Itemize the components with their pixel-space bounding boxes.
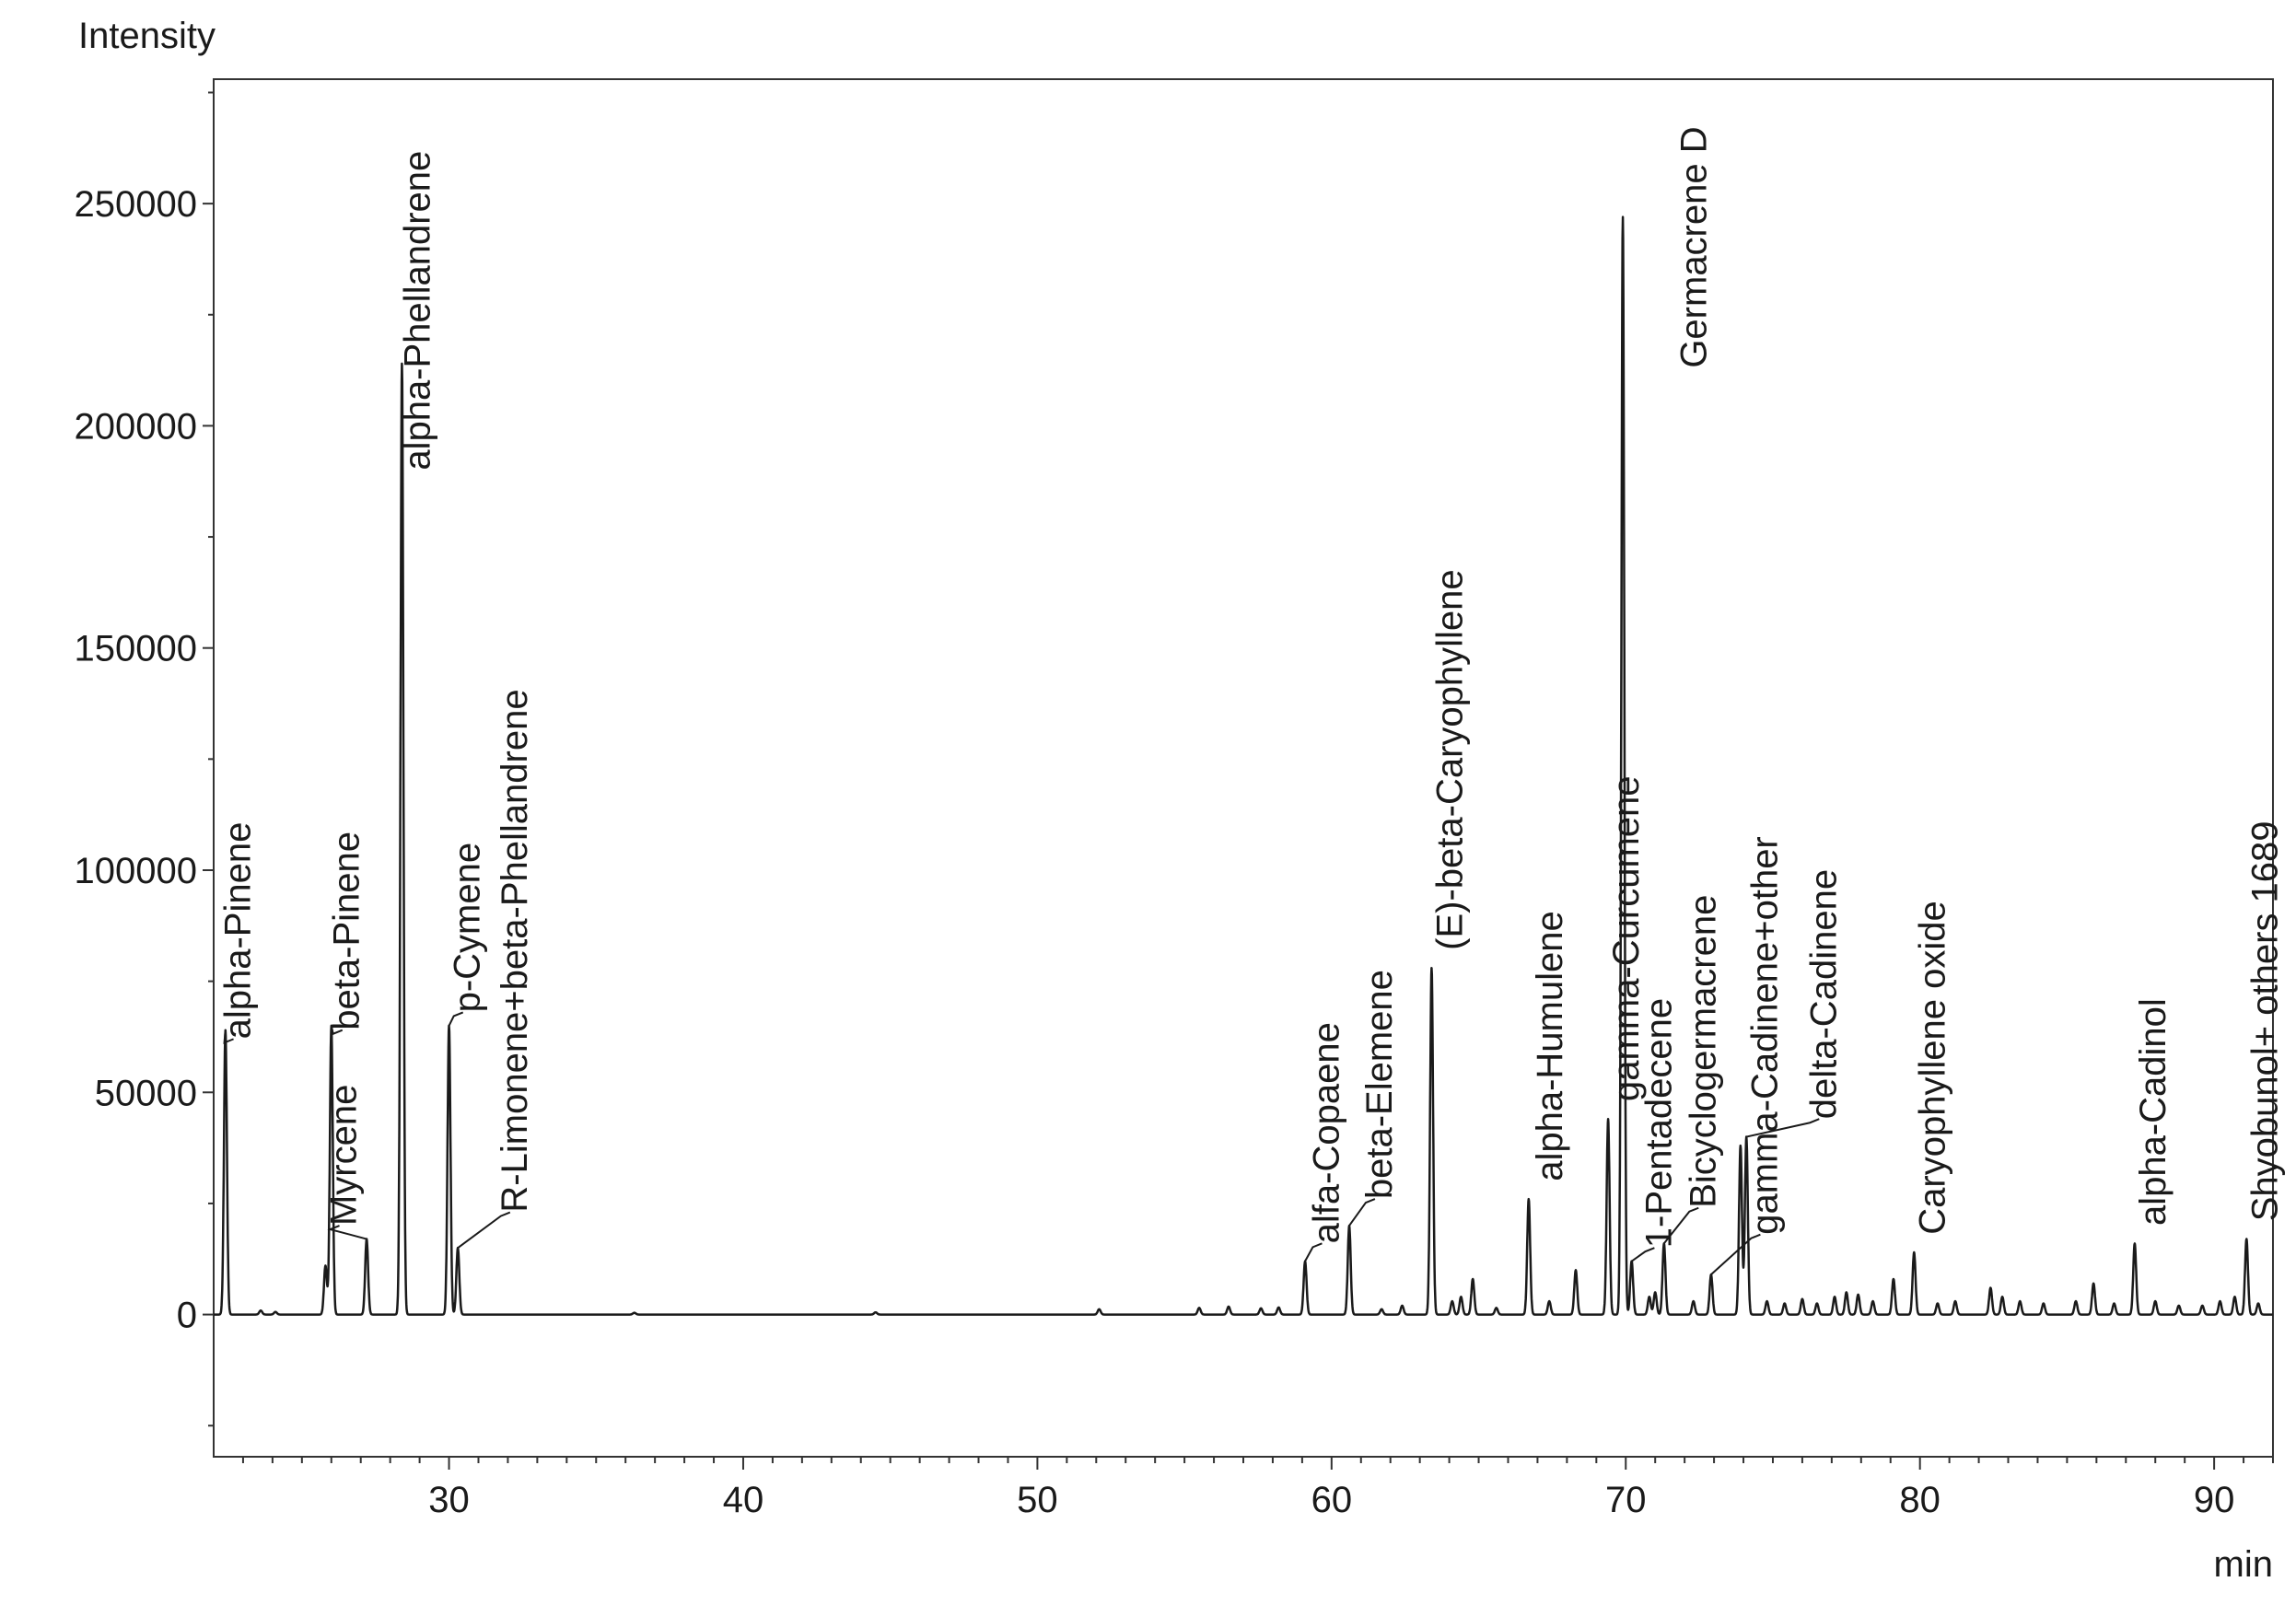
leader-line-1-pentadecene	[1631, 1247, 1655, 1262]
peak-label-alpha-phellandrene: alpha-Phellandrene	[397, 151, 437, 471]
leader-line-p-cymene	[448, 1011, 464, 1027]
peak-label-caryophyllene-oxide: Caryophyllene oxide	[1912, 901, 1952, 1234]
peak-label-beta-elemene: beta-Elemene	[1359, 970, 1400, 1199]
y-axis-title: Intensity	[78, 16, 216, 56]
peak-label-beta-pinene: beta-Pinene	[327, 832, 367, 1030]
y-tick-label: 200000	[75, 406, 197, 447]
y-tick-label: 250000	[75, 184, 197, 225]
peak-label-alpha-humulene: alpha-Humulene	[1530, 911, 1570, 1181]
x-axis-ticks: 30 40 50 60 70 80 90	[241, 1457, 2274, 1520]
leader-line-beta-elemene	[1348, 1198, 1376, 1227]
chromatogram-trace	[213, 215, 2274, 1316]
peak-label-germacrene-d: Germacrene D	[1674, 126, 1715, 367]
x-tick-label: 90	[2194, 1480, 2235, 1520]
leader-line-beta-pinene	[330, 1025, 344, 1036]
leader-line-alpha-pinene	[223, 1029, 234, 1044]
x-tick-label: 60	[1311, 1480, 1353, 1520]
y-axis-ticks: 0 50000 100000 150000 200000 250000	[75, 91, 214, 1427]
peak-label-gamma-curcumene: gamma-Curcumene	[1606, 775, 1647, 1100]
x-tick-label: 70	[1605, 1480, 1647, 1520]
y-tick-label: 50000	[95, 1073, 197, 1113]
peak-label-delta-cadinene: delta-Cadinene	[1803, 869, 1844, 1119]
peak-label-alpha-pinene: alpha-Pinene	[218, 822, 259, 1040]
y-tick-label: 100000	[75, 851, 197, 891]
leader-line-alfa-copaene	[1304, 1242, 1323, 1262]
x-tick-label: 80	[1899, 1480, 1941, 1520]
leader-line-r-limonene-beta-phellandrene	[457, 1211, 511, 1249]
x-tick-label: 40	[723, 1480, 764, 1520]
x-tick-label: 30	[428, 1480, 470, 1520]
leader-line-delta-cadinene	[1746, 1118, 1820, 1138]
x-axis-title: min	[2214, 1544, 2273, 1585]
leader-line-gamma-cadinene-other	[1710, 1233, 1761, 1275]
peak-labels: alpha-Pinene beta-Pinene Myrcene alpha-Phel…	[218, 126, 2285, 1275]
peak-label-alpha-cadinol: alpha-Cadinol	[2133, 998, 2174, 1226]
peak-label-r-limonene-beta-phellandrene: R-Limonene+beta-Phellandrene	[495, 689, 535, 1212]
peak-label-alfa-copaene: alfa-Copaene	[1306, 1022, 1346, 1243]
y-tick-label: 150000	[75, 629, 197, 669]
peak-label-p-cymene: p-Cymene	[448, 843, 488, 1013]
x-tick-label: 50	[1017, 1480, 1058, 1520]
peak-label-e-beta-caryophyllene: (E)-beta-Caryophyllene	[1430, 569, 1471, 950]
leader-line-bicyclogermacrene	[1662, 1206, 1699, 1244]
peak-label-bicyclogermacrene: Bicyclogermacrene	[1683, 895, 1723, 1208]
leader-line-myrcene	[327, 1225, 367, 1240]
y-tick-label: 0	[177, 1296, 197, 1336]
peak-label-myrcene: Myrcene	[324, 1085, 365, 1226]
peak-label-1-pentadecene: 1-Pentadecene	[1638, 998, 1679, 1248]
peak-label-gamma-cadinene-other: gamma-Cadinene+other	[1744, 836, 1785, 1234]
peak-label-shyobunol-others-1689: Shyobunol+ others 1689	[2244, 820, 2285, 1221]
